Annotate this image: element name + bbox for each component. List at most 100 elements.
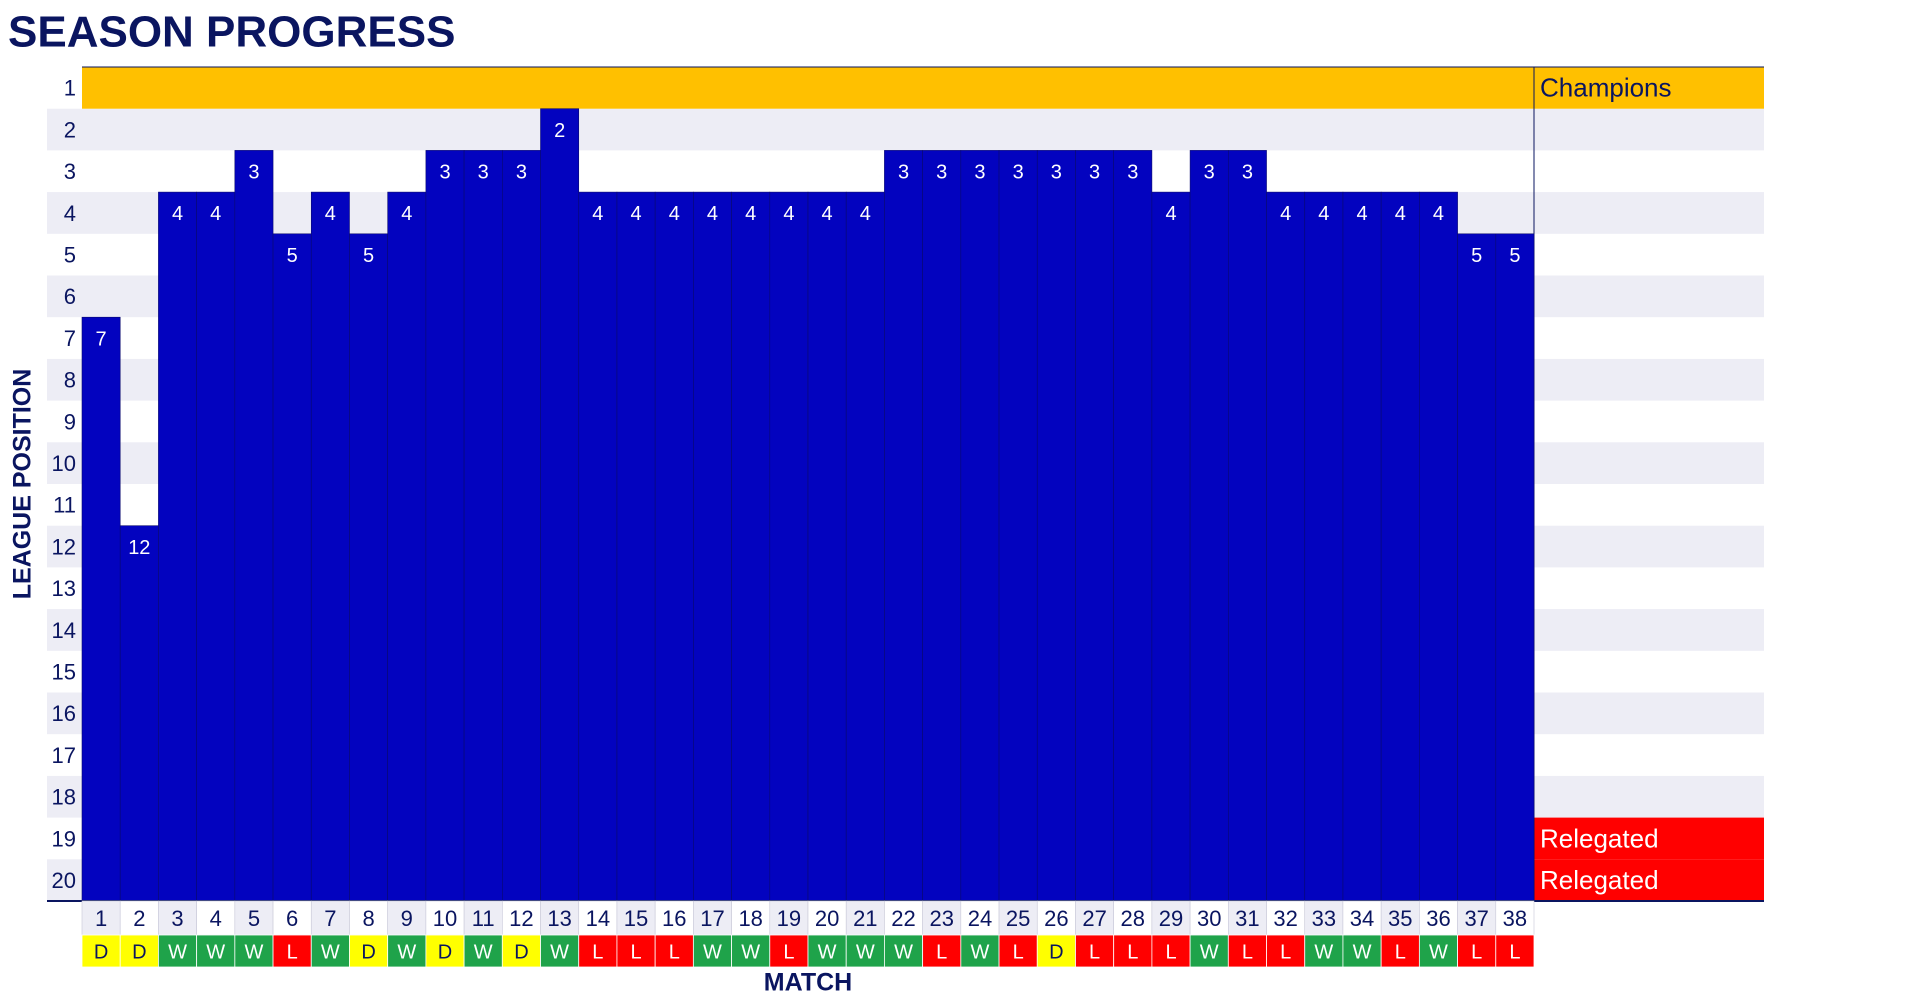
y-tick-label: 17 <box>52 743 76 768</box>
bar <box>425 150 465 902</box>
bar <box>654 191 694 902</box>
result-label: L <box>592 941 603 963</box>
result-cell <box>1113 934 1153 968</box>
y-tick-label: 6 <box>64 284 76 309</box>
zone-label: Relegated <box>1540 823 1659 853</box>
x-tick-label: 16 <box>662 906 686 931</box>
x-tick-label: 3 <box>171 906 183 931</box>
result-label: W <box>550 941 569 963</box>
bar-label: 5 <box>363 245 374 267</box>
bar-label: 3 <box>1013 162 1024 184</box>
result-cell <box>1457 934 1497 968</box>
bar-label: 4 <box>630 203 641 225</box>
result-label: D <box>361 941 375 963</box>
zone-label: Champions <box>1540 73 1672 103</box>
result-label: D <box>1049 941 1063 963</box>
result-label: D <box>438 941 452 963</box>
bar <box>158 191 197 902</box>
row-band <box>47 108 1764 151</box>
result-cell <box>425 934 465 968</box>
x-tick-label: 23 <box>929 906 953 931</box>
bar-label: 4 <box>669 203 680 225</box>
x-tick-label: 24 <box>968 906 992 931</box>
result-label: D <box>94 941 108 963</box>
x-tick-label: 37 <box>1464 906 1488 931</box>
result-label: L <box>630 941 641 963</box>
bar <box>578 191 618 902</box>
x-tick-label: 10 <box>433 906 457 931</box>
result-label: D <box>514 941 528 963</box>
y-tick-label: 20 <box>52 868 76 893</box>
bar-label: 2 <box>554 120 565 142</box>
result-label: L <box>1127 941 1138 963</box>
result-label: W <box>971 941 990 963</box>
result-label: W <box>741 941 760 963</box>
bar <box>616 191 656 902</box>
bar-label: 3 <box>1242 162 1253 184</box>
bar <box>196 191 236 902</box>
y-tick-label: 15 <box>52 659 76 684</box>
bar-label: 12 <box>128 537 150 559</box>
bar <box>119 525 159 902</box>
bar <box>1036 150 1076 902</box>
result-cell <box>1380 934 1420 968</box>
bar <box>81 316 121 902</box>
bar <box>502 150 541 902</box>
result-label: D <box>132 941 146 963</box>
bar-label: 4 <box>707 203 718 225</box>
bar-label: 4 <box>822 203 833 225</box>
result-label: L <box>936 941 947 963</box>
result-cell <box>960 934 1000 968</box>
zone <box>82 67 1764 109</box>
x-tick-label: 6 <box>286 906 298 931</box>
bar <box>731 191 771 902</box>
result-label: W <box>1429 941 1448 963</box>
bar-label: 5 <box>287 245 298 267</box>
bar-label: 3 <box>439 162 450 184</box>
match-cell <box>1380 900 1420 936</box>
bar-label: 4 <box>1395 203 1406 225</box>
bar <box>1495 233 1535 902</box>
bar <box>1457 233 1497 902</box>
x-tick-label: 11 <box>472 906 495 931</box>
bar-label: 4 <box>1433 203 1444 225</box>
x-tick-label: 7 <box>324 906 336 931</box>
bar-label: 3 <box>974 162 985 184</box>
bar <box>1266 191 1306 902</box>
x-tick-label: 27 <box>1082 906 1106 931</box>
bar <box>769 191 809 902</box>
match-cell <box>158 900 197 936</box>
result-label: W <box>206 941 225 963</box>
y-tick-label: 18 <box>52 785 76 810</box>
bar-label: 4 <box>592 203 603 225</box>
result-cell <box>998 934 1038 968</box>
y-tick-label: 11 <box>53 493 76 518</box>
y-tick-label: 14 <box>52 618 76 643</box>
result-label: L <box>783 941 794 963</box>
y-tick-label: 2 <box>64 117 76 142</box>
x-tick-label: 32 <box>1273 906 1297 931</box>
y-tick-label: 7 <box>64 326 76 351</box>
result-label: L <box>1242 941 1253 963</box>
y-tick-label: 10 <box>52 451 76 476</box>
x-tick-label: 25 <box>1006 906 1030 931</box>
result-cell <box>807 934 847 968</box>
bar <box>540 108 580 902</box>
result-cell <box>1075 934 1115 968</box>
x-tick-label: 2 <box>133 906 145 931</box>
bar-label: 7 <box>96 328 107 350</box>
result-cell <box>1342 934 1382 968</box>
match-cell <box>196 900 236 936</box>
result-label: W <box>703 941 722 963</box>
result-cell <box>196 934 236 968</box>
y-tick-label: 5 <box>64 242 76 267</box>
result-cell <box>81 934 121 968</box>
match-cell <box>769 900 809 936</box>
match-cell <box>654 900 694 936</box>
x-tick-label: 15 <box>624 906 648 931</box>
match-cell <box>1495 900 1535 936</box>
x-tick-label: 21 <box>853 906 877 931</box>
y-tick-label: 1 <box>64 76 76 101</box>
result-label: L <box>1280 941 1291 963</box>
y-tick-label: 9 <box>64 409 76 434</box>
